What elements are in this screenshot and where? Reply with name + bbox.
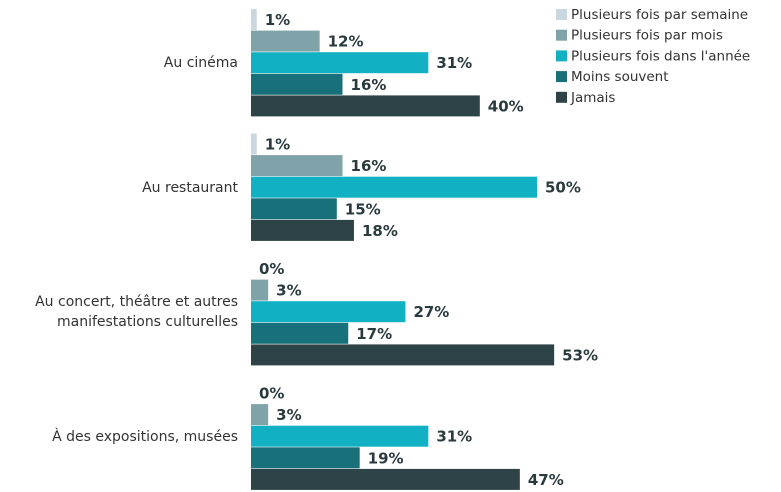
- value-label: 18%: [362, 222, 398, 240]
- bar: [251, 344, 555, 366]
- bar: [251, 73, 343, 95]
- bar: [251, 322, 349, 344]
- legend-swatch: [556, 29, 567, 41]
- legend-label: Plusieurs fois dans l'année: [571, 48, 750, 64]
- category-label: Au concert, théâtre et autres manifestat…: [35, 294, 238, 330]
- bar: [251, 219, 354, 241]
- value-label: 27%: [413, 303, 449, 321]
- value-label: 19%: [368, 449, 404, 467]
- value-label: 1%: [265, 136, 290, 154]
- value-label: 40%: [488, 97, 524, 115]
- value-label: 47%: [528, 471, 564, 489]
- legend-label: Jamais: [570, 90, 615, 106]
- bar: [251, 133, 257, 155]
- category-label: Au cinéma: [163, 55, 238, 71]
- bar: [251, 447, 360, 469]
- legend-swatch: [556, 50, 567, 62]
- bar: [251, 301, 406, 323]
- bar: [251, 52, 429, 74]
- bar: [251, 9, 257, 30]
- value-label: 17%: [356, 325, 392, 343]
- value-label: 1%: [265, 11, 290, 29]
- legend-label: Moins souvent: [571, 69, 669, 85]
- bar: [251, 176, 537, 198]
- value-label: 3%: [276, 282, 301, 300]
- legend-swatch: [556, 91, 567, 103]
- legend-swatch: [556, 71, 567, 83]
- category-label: Au restaurant: [142, 179, 238, 196]
- legend-swatch: [556, 9, 567, 20]
- bar: [251, 95, 480, 117]
- bar: [251, 198, 337, 220]
- bar: [251, 155, 343, 177]
- value-label: 15%: [345, 200, 381, 218]
- category-label: À des expositions, musées: [52, 428, 238, 445]
- bar: [251, 404, 269, 426]
- legend-label: Plusieurs fois par semaine: [571, 7, 748, 23]
- value-label: 16%: [351, 76, 387, 94]
- value-label: 31%: [436, 428, 472, 446]
- legend-label: Plusieurs fois par mois: [571, 28, 723, 44]
- bar: [251, 468, 520, 490]
- value-label: 3%: [276, 406, 301, 424]
- value-label: 0%: [259, 385, 284, 403]
- bar: [251, 425, 429, 447]
- value-label: 50%: [545, 179, 581, 197]
- bar: [251, 279, 269, 301]
- value-label: 12%: [328, 33, 364, 51]
- value-label: 16%: [351, 157, 387, 175]
- value-label: 0%: [259, 260, 284, 278]
- value-label: 31%: [436, 54, 472, 72]
- bar: [251, 30, 320, 52]
- value-label: 53%: [562, 346, 598, 364]
